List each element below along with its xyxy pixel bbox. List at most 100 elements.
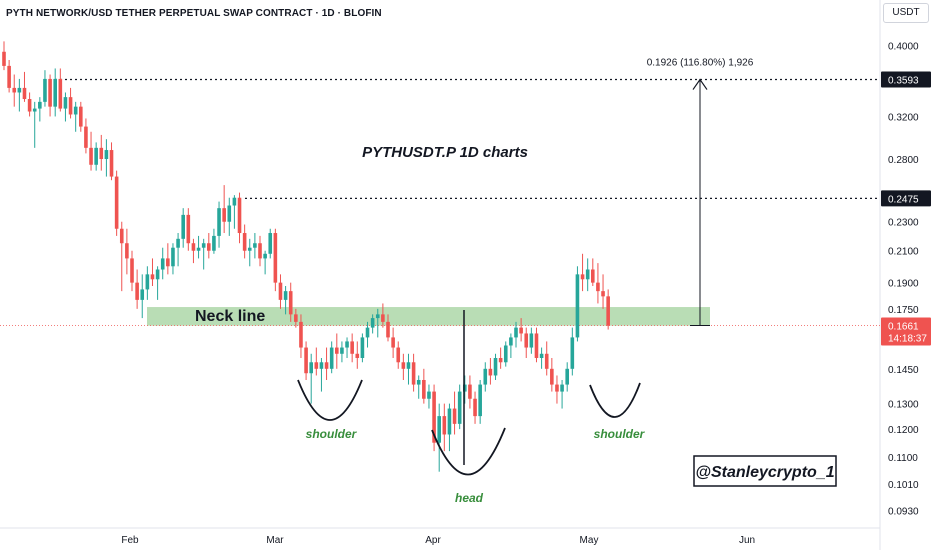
candle-body bbox=[196, 247, 201, 251]
candle-body bbox=[176, 238, 180, 248]
candle-body bbox=[401, 362, 406, 369]
pattern-drawings bbox=[297, 78, 710, 476]
candle-body bbox=[550, 368, 554, 385]
candle-body bbox=[140, 289, 145, 300]
candles-group bbox=[2, 41, 610, 472]
candle-body bbox=[396, 347, 401, 363]
candle-body bbox=[350, 341, 354, 354]
candle-body bbox=[473, 398, 477, 417]
candle-body bbox=[406, 362, 411, 369]
neck-line-rect bbox=[147, 307, 710, 326]
current-price-tag bbox=[881, 317, 931, 346]
watermark-box bbox=[693, 455, 837, 487]
candle-body bbox=[463, 384, 467, 392]
candle-body bbox=[27, 99, 32, 112]
candle-body bbox=[201, 243, 206, 248]
candle-body bbox=[488, 368, 493, 376]
candle-body bbox=[150, 274, 155, 280]
candle-body bbox=[503, 345, 508, 363]
candle-body bbox=[109, 150, 114, 177]
candle-body bbox=[304, 347, 308, 374]
candle-body bbox=[422, 379, 426, 399]
candle-body bbox=[340, 347, 344, 354]
candle-body bbox=[591, 269, 595, 283]
candle-body bbox=[288, 291, 293, 315]
candle-body bbox=[212, 235, 216, 251]
neck-line-zone bbox=[147, 307, 710, 326]
candle-body bbox=[555, 384, 559, 392]
candle-body bbox=[575, 274, 580, 338]
candle-body bbox=[48, 78, 52, 107]
candle-body bbox=[386, 321, 390, 338]
price-tick-label: 0.2300 bbox=[888, 218, 919, 229]
candle-body bbox=[135, 282, 139, 300]
candle-body bbox=[335, 347, 339, 354]
candle-body bbox=[43, 78, 47, 102]
candle-body bbox=[207, 243, 211, 251]
candle-body bbox=[524, 333, 529, 348]
grid-lines bbox=[0, 0, 881, 550]
candle-body bbox=[544, 353, 549, 369]
right-shoulder-label: shoulder bbox=[594, 427, 646, 441]
price-tick-label: 0.1900 bbox=[888, 279, 919, 290]
candle-body bbox=[181, 214, 185, 239]
candle-body bbox=[84, 126, 88, 148]
candle-body bbox=[309, 362, 313, 374]
candle-body bbox=[483, 368, 488, 385]
candle-body bbox=[2, 51, 6, 66]
candle-body bbox=[437, 416, 441, 443]
candle-body bbox=[17, 87, 22, 93]
candle-body bbox=[355, 353, 360, 358]
candle-body bbox=[217, 208, 221, 236]
time-tick-label: Mar bbox=[266, 535, 284, 546]
candle-body bbox=[99, 147, 104, 160]
candle-body bbox=[565, 368, 569, 385]
candle-body bbox=[247, 247, 252, 251]
price-tick-label: 0.2100 bbox=[888, 247, 919, 258]
current-price-text: 0.1661 bbox=[888, 321, 919, 332]
candle-body bbox=[73, 106, 78, 115]
candle-body bbox=[12, 87, 17, 93]
candle-body bbox=[79, 106, 83, 127]
candle-body bbox=[324, 362, 329, 369]
candle-body bbox=[381, 314, 385, 322]
chart-title: PYTH NETWORK/USD TETHER PERPETUAL SWAP C… bbox=[6, 8, 382, 19]
candle-body bbox=[227, 205, 232, 222]
candle-body bbox=[186, 214, 191, 244]
head-curve bbox=[431, 427, 506, 476]
level-price-tag bbox=[881, 71, 931, 88]
candle-body bbox=[314, 362, 319, 369]
candle-body bbox=[94, 147, 98, 165]
candle-body bbox=[145, 274, 150, 290]
candle-body bbox=[89, 147, 93, 165]
candle-body bbox=[53, 78, 57, 107]
candle-body bbox=[232, 197, 237, 206]
candle-body bbox=[104, 150, 109, 160]
price-tick-label: 0.0930 bbox=[888, 506, 919, 517]
candle-body bbox=[519, 327, 523, 334]
candle-body bbox=[432, 391, 436, 443]
neck-line-label: Neck line bbox=[195, 308, 265, 325]
candle-body bbox=[171, 247, 175, 267]
price-tick-label: 0.3200 bbox=[888, 112, 919, 123]
time-tick-label: Apr bbox=[425, 535, 441, 546]
price-tick-label: 0.1450 bbox=[888, 365, 919, 376]
candle-body bbox=[283, 291, 288, 300]
candle-body bbox=[452, 408, 457, 424]
left-shoulder-curve bbox=[297, 379, 363, 421]
price-tick-label: 0.2800 bbox=[888, 155, 919, 166]
candle-body bbox=[263, 253, 267, 259]
price-tick-label: 0.1200 bbox=[888, 425, 919, 436]
candle-body bbox=[258, 243, 262, 259]
currency-button[interactable]: USDT bbox=[883, 3, 929, 23]
candle-body bbox=[457, 391, 462, 424]
level-price-tag bbox=[881, 190, 931, 207]
candle-body bbox=[606, 296, 610, 326]
candle-body bbox=[125, 243, 129, 259]
candle-body bbox=[160, 258, 165, 270]
time-tick-label: Feb bbox=[121, 535, 139, 546]
right-shoulder-curve bbox=[589, 382, 641, 418]
chart-annotations: Neck line 0.1926 (116.80%) 1,926 PYTHUSDT.… bbox=[195, 58, 754, 505]
price-tick-label: 0.4000 bbox=[888, 41, 919, 52]
